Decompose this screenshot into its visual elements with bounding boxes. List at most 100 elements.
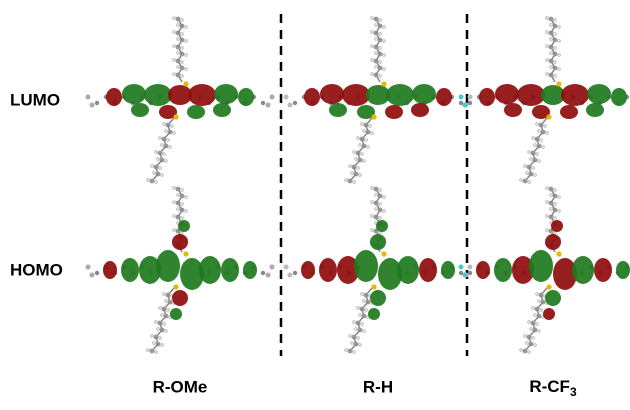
h-atom xyxy=(557,67,560,70)
end-atom xyxy=(266,273,271,278)
h-atom xyxy=(164,329,167,332)
h-atom xyxy=(545,72,548,75)
h-atom xyxy=(374,51,377,54)
h-atom xyxy=(527,150,530,153)
h-atom xyxy=(180,46,183,49)
orbital-lobe xyxy=(545,290,561,306)
h-atom xyxy=(154,320,157,323)
h-atom xyxy=(545,186,548,189)
h-atom xyxy=(184,53,187,56)
atom xyxy=(468,271,472,275)
h-atom xyxy=(154,350,157,353)
end-atom xyxy=(270,95,275,100)
atom xyxy=(523,349,528,354)
h-atom xyxy=(168,145,171,148)
h-atom xyxy=(162,322,165,325)
h-atom xyxy=(537,299,540,302)
h-atom xyxy=(545,214,548,217)
orbital-lobe xyxy=(419,258,437,282)
h-atom xyxy=(545,16,548,19)
column-label: R-CF3 xyxy=(529,377,577,399)
h-atom xyxy=(378,60,381,63)
row-label: LUMO xyxy=(10,90,60,109)
h-atom xyxy=(523,164,526,167)
h-atom xyxy=(164,299,167,302)
h-atom xyxy=(535,322,538,325)
atom xyxy=(261,101,265,105)
h-atom xyxy=(172,200,175,203)
h-atom xyxy=(364,138,367,141)
h-atom xyxy=(176,207,179,210)
h-atom xyxy=(184,209,187,212)
orbital-lobe xyxy=(172,290,188,306)
orbital-lobe xyxy=(376,220,388,232)
orbital-lobe xyxy=(441,261,455,279)
atom xyxy=(523,179,528,184)
h-atom xyxy=(535,292,538,295)
h-atom xyxy=(152,171,155,174)
h-atom xyxy=(344,348,347,351)
h-atom xyxy=(537,329,540,332)
h-atom xyxy=(549,23,552,26)
orbital-lobe xyxy=(545,234,561,250)
h-atom xyxy=(545,131,548,134)
sulfur xyxy=(173,284,178,289)
h-atom xyxy=(158,336,161,339)
h-atom xyxy=(382,53,385,56)
sulfur xyxy=(371,114,376,119)
h-atom xyxy=(172,58,175,61)
atom xyxy=(293,101,297,105)
orbital-lobe xyxy=(543,308,555,320)
h-atom xyxy=(378,74,381,77)
h-atom xyxy=(358,313,361,316)
orbital-lobe xyxy=(301,261,315,279)
orbital-lobe xyxy=(529,250,553,282)
orbital-lobe xyxy=(199,256,221,284)
h-atom xyxy=(382,209,385,212)
orbital-lobe xyxy=(385,105,403,119)
end-atom xyxy=(284,95,289,100)
end-atom xyxy=(463,273,468,278)
atom xyxy=(176,17,181,22)
h-atom xyxy=(172,44,175,47)
end-atom xyxy=(468,95,473,100)
h-atom xyxy=(370,228,373,231)
molecules xyxy=(86,16,630,353)
end-atom xyxy=(86,95,91,100)
h-atom xyxy=(362,329,365,332)
h-atom xyxy=(164,129,167,132)
end-atom xyxy=(270,265,275,270)
h-atom xyxy=(348,334,351,337)
h-atom xyxy=(176,193,179,196)
orbital-lobe xyxy=(370,234,386,250)
h-atom xyxy=(172,16,175,19)
h-atom xyxy=(158,136,161,139)
atom xyxy=(293,271,297,275)
h-atom xyxy=(535,152,538,155)
h-atom xyxy=(360,292,363,295)
orbital-lobe xyxy=(494,258,512,282)
end-atom xyxy=(86,265,91,270)
atom xyxy=(95,101,99,105)
h-atom xyxy=(531,336,534,339)
atom xyxy=(261,271,265,275)
end-atom xyxy=(288,273,293,278)
h-atom xyxy=(352,320,355,323)
h-atom xyxy=(557,195,560,198)
orbital-lobe xyxy=(213,103,231,117)
orbital-lobe xyxy=(476,261,490,279)
h-atom xyxy=(553,32,556,35)
orbital-lobe xyxy=(504,103,522,117)
h-atom xyxy=(364,308,367,311)
h-atom xyxy=(382,25,385,28)
h-atom xyxy=(172,214,175,217)
h-atom xyxy=(370,44,373,47)
h-atom xyxy=(158,166,161,169)
orbital-lobe xyxy=(479,88,495,106)
h-atom xyxy=(553,46,556,49)
h-atom xyxy=(529,157,532,160)
h-atom xyxy=(370,214,373,217)
h-atom xyxy=(545,200,548,203)
h-atom xyxy=(362,159,365,162)
h-atom xyxy=(358,143,361,146)
